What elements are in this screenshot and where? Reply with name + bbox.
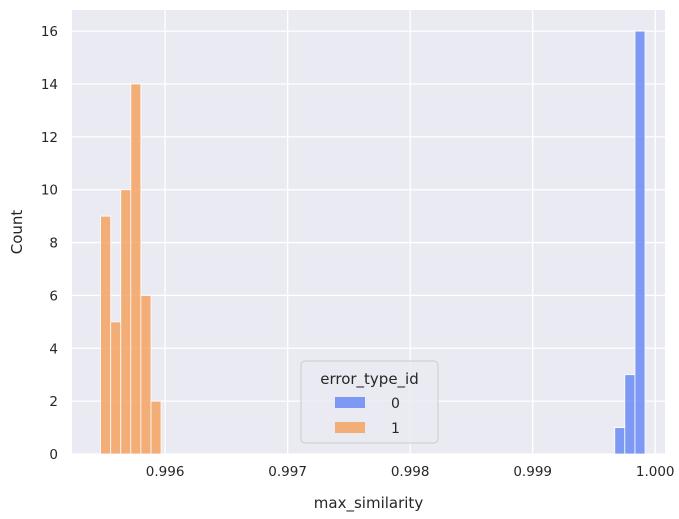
x-tick-label-3: 0.999 <box>513 464 552 480</box>
bar-series1-1 <box>110 321 122 455</box>
legend-swatch-1 <box>335 422 365 433</box>
y-tick-label-1: 2 <box>49 394 58 410</box>
y-tick-label-6: 12 <box>41 130 58 146</box>
bar-series0-0 <box>614 427 626 455</box>
y-tick-label-0: 0 <box>49 447 58 463</box>
x-tick-label-1: 0.997 <box>268 464 307 480</box>
x-tick-label-2: 0.998 <box>391 464 430 480</box>
grid-lines <box>72 10 665 455</box>
x-tick-label-4: 1.000 <box>636 464 675 480</box>
y-tick-label-8: 16 <box>41 24 58 40</box>
x-axis-label: max_similarity <box>314 494 424 513</box>
y-tick-label-7: 14 <box>41 77 58 93</box>
bar-series1-5 <box>150 400 162 455</box>
y-tick-label-5: 10 <box>41 183 58 199</box>
bar-series0-1 <box>624 374 636 455</box>
bar-series1-3 <box>130 83 142 455</box>
legend-title: error_type_id <box>320 370 419 389</box>
y-tick-label-4: 8 <box>49 236 58 252</box>
bar-series1-2 <box>120 189 132 455</box>
x-tick-label-0: 0.996 <box>146 464 185 480</box>
histogram-bars <box>100 30 646 455</box>
bar-series1-4 <box>140 295 152 455</box>
bar-series0-2 <box>634 30 646 455</box>
bar-series1-0 <box>100 215 112 455</box>
legend-label-1: 1 <box>391 421 400 437</box>
y-tick-labels: 0 2 4 6 8 10 12 14 16 <box>41 24 58 463</box>
y-tick-label-3: 6 <box>49 288 58 304</box>
y-tick-label-2: 4 <box>49 341 58 357</box>
legend: error_type_id 0 1 <box>300 360 439 444</box>
legend-swatch-0 <box>335 397 365 408</box>
y-axis-label: Count <box>8 210 26 255</box>
legend-label-0: 0 <box>391 396 400 412</box>
x-tick-labels: 0.996 0.997 0.998 0.999 1.000 <box>146 464 675 480</box>
